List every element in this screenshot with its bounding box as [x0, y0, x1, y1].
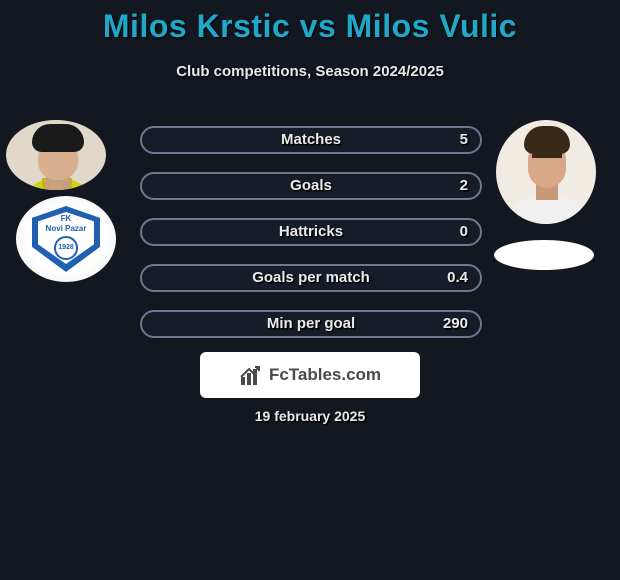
stat-value: 290: [443, 315, 468, 332]
club-year: 1928: [32, 244, 100, 251]
stat-row-matches: Matches 5: [140, 126, 482, 154]
player-left-club-badge: FK Novi Pazar 1928: [16, 196, 116, 282]
player-left-avatar: [6, 120, 106, 190]
page-title: Milos Krstic vs Milos Vulic: [0, 0, 620, 45]
brand-badge: FcTables.com: [200, 352, 420, 398]
stat-label: Goals per match: [142, 269, 480, 286]
stat-value: 5: [460, 131, 468, 148]
subtitle: Club competitions, Season 2024/2025: [0, 63, 620, 80]
player-right-column: [496, 120, 606, 270]
club-name: Novi Pazar: [32, 224, 100, 234]
stat-label: Matches: [142, 131, 480, 148]
brand-chart-icon: [239, 365, 263, 385]
stat-row-goals: Goals 2: [140, 172, 482, 200]
stat-row-goals-per-match: Goals per match 0.4: [140, 264, 482, 292]
stat-value: 0.4: [447, 269, 468, 286]
player-right-club-badge: [494, 240, 594, 270]
stat-row-hattricks: Hattricks 0: [140, 218, 482, 246]
stat-label: Hattricks: [142, 223, 480, 240]
stat-row-min-per-goal: Min per goal 290: [140, 310, 482, 338]
stats-list: Matches 5 Goals 2 Hattricks 0 Goals per …: [140, 126, 482, 356]
player-left-face-icon: [6, 120, 106, 190]
date-text: 19 february 2025: [0, 408, 620, 424]
stat-label: Goals: [142, 177, 480, 194]
stat-value: 0: [460, 223, 468, 240]
player-left-column: FK Novi Pazar 1928: [6, 120, 116, 282]
player-right-face-icon: [496, 120, 596, 224]
brand-text: FcTables.com: [269, 365, 381, 385]
player-right-avatar: [496, 120, 596, 224]
stat-label: Min per goal: [142, 315, 480, 332]
comparison-content: FK Novi Pazar 1928 Matches 5 Goals 2 Hat…: [0, 120, 620, 360]
stat-value: 2: [460, 177, 468, 194]
club-shield-icon: FK Novi Pazar 1928: [32, 206, 100, 272]
club-abbr: FK: [32, 214, 100, 224]
